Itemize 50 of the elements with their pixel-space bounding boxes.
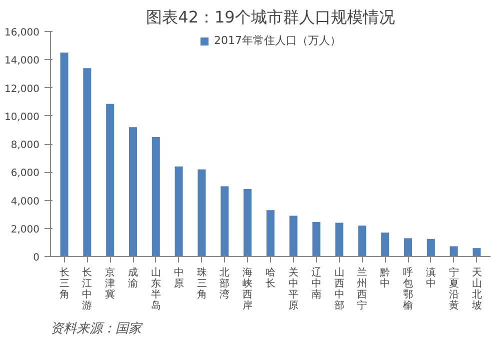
y-tick-label: 8,000	[10, 140, 40, 151]
bar	[266, 210, 275, 256]
x-tick-label: 长江中游	[82, 266, 92, 312]
x-tick-label: 中原	[174, 266, 184, 290]
bar	[381, 232, 390, 256]
bar	[404, 238, 412, 256]
y-tick-label: 14,000	[4, 56, 40, 67]
x-tick-label: 辽中南	[311, 266, 322, 300]
bar	[244, 189, 252, 256]
bar	[426, 238, 435, 256]
bar	[198, 169, 206, 256]
bar	[106, 104, 114, 256]
bar	[335, 222, 344, 256]
x-tick-label: 兰州西宁	[357, 266, 368, 312]
x-tick-label: 北部湾	[220, 266, 230, 300]
legend-label: 2017年常住人口（万人）	[214, 33, 341, 48]
x-tick-label: 珠三角	[196, 266, 207, 300]
bar	[289, 216, 298, 256]
bar	[450, 246, 458, 256]
y-tick-label: 12,000	[4, 84, 40, 95]
x-tick-label: 山西中部	[334, 266, 344, 312]
y-tick-label: 6,000	[10, 168, 40, 180]
y-tick-label: 16,000	[4, 28, 40, 38]
bar	[60, 52, 68, 256]
y-tick-label: 0	[33, 252, 40, 264]
x-tick-label: 关中平原	[288, 266, 298, 312]
x-tick-label: 黔中	[379, 266, 390, 290]
x-tick-label: 滇中	[426, 266, 436, 290]
text: 资料来源：国家	[50, 320, 144, 336]
x-tick-label: 京津冀	[105, 266, 116, 300]
x-tick-label: 呼包鄂榆	[403, 266, 413, 312]
x-tick-label: 天山北坡	[470, 268, 482, 312]
bar	[358, 226, 366, 256]
bar	[83, 68, 92, 256]
x-tick-label: 长三角	[59, 266, 70, 300]
x-tick-label: 哈长	[266, 266, 276, 290]
bar	[312, 222, 320, 256]
y-tick-label: 10,000	[4, 112, 40, 123]
chart-title: 图表42：19个城市群人口规模情况	[146, 8, 395, 26]
x-tick-label: 成渝	[128, 266, 138, 290]
bar	[152, 136, 160, 256]
x-tick-label: 山东半岛	[150, 266, 161, 312]
bar	[174, 166, 183, 256]
x-tick-label: 海峡西岸	[242, 266, 253, 312]
bar	[220, 186, 229, 256]
y-tick-label: 2,000	[10, 224, 40, 236]
y-tick-label: 4,000	[10, 196, 40, 208]
bar	[472, 248, 481, 256]
bar	[128, 127, 138, 256]
x-tick-label: 宁夏沿黄	[448, 266, 459, 312]
